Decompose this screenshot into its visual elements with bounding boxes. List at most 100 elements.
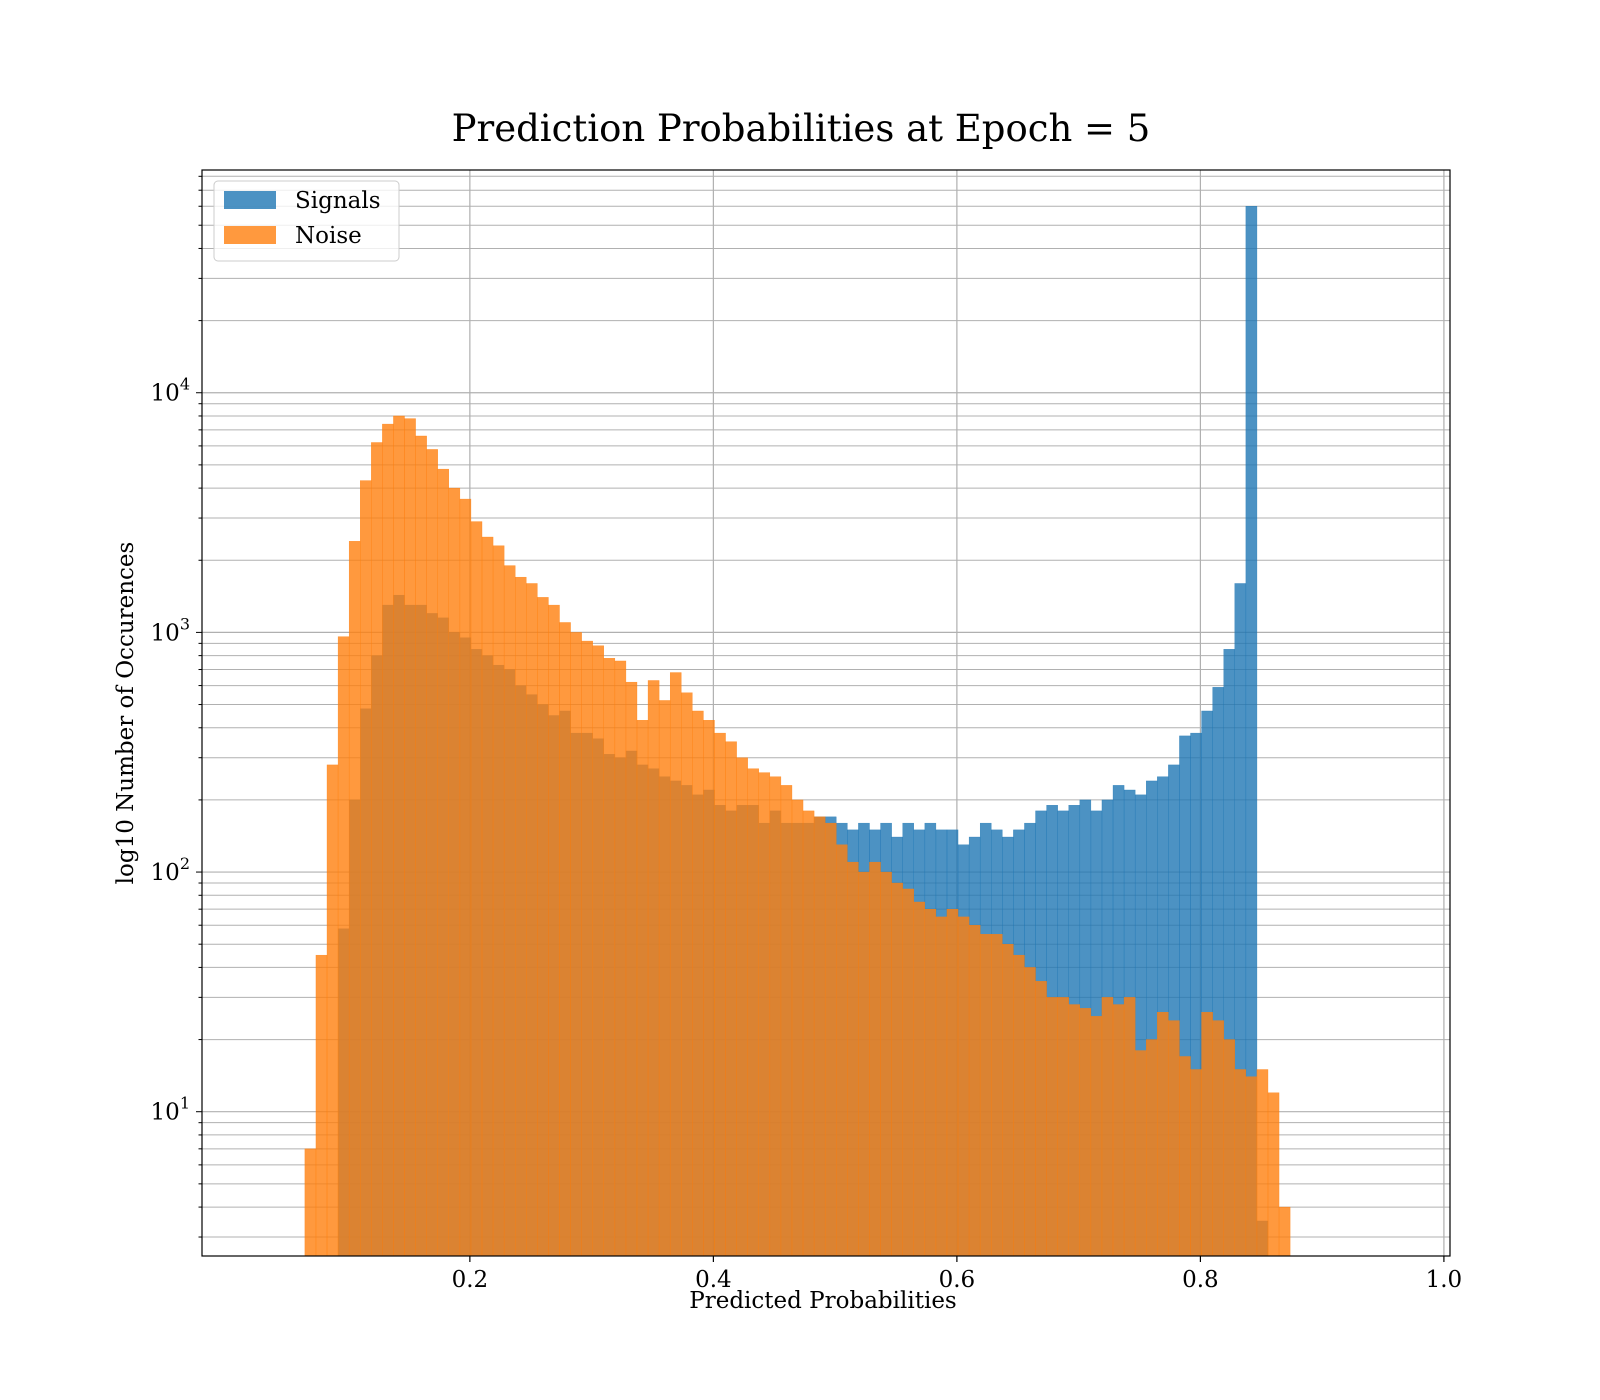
histogram-bar-noise [1035,981,1047,1256]
histogram-bar-noise [1234,1069,1247,1256]
histogram-bar-noise [902,888,914,1256]
histogram-bar-noise [692,710,704,1256]
histogram-bar-noise [935,916,948,1256]
histogram-bar-noise [570,632,582,1256]
histogram-bar-noise [858,871,870,1256]
y-tick-label: 104 [151,375,190,407]
histogram-bar-noise [515,576,527,1256]
histogram-bar-noise [869,861,881,1256]
histogram-bar-noise [813,816,826,1256]
histogram-bar-noise [1278,1206,1291,1256]
histogram-bar-noise [459,498,472,1256]
histogram-bar-noise [382,423,394,1256]
histogram-bar-noise [802,810,815,1256]
histogram-bar-noise [681,692,693,1256]
histogram-bar-noise [526,583,538,1256]
histogram-bar-noise [1146,1039,1158,1256]
histogram-bar-noise [503,565,516,1256]
histogram-bar-noise [360,480,372,1256]
y-axis-label: log10 Number of Occurences [113,542,139,885]
x-ticks: 0.2 0.4 0.6 0.8 1.0 [452,1256,1463,1293]
histogram-bar-noise [758,772,771,1256]
y-tick-label: 101 [151,1094,190,1126]
histogram-bar-noise [1256,1069,1269,1256]
x-tick-label: 0.8 [1182,1267,1219,1293]
histogram-bar-noise [470,521,483,1256]
histogram-bar-noise [581,640,593,1256]
histogram-bar-noise [614,660,627,1256]
histogram-bar-noise [968,925,981,1256]
histogram-bar-noise [492,545,505,1256]
histogram-bar-noise [1090,1016,1103,1256]
histogram-bar-noise [304,1148,317,1256]
histogram-bar-noise [957,916,970,1256]
histogram-bar-noise [1112,1004,1125,1256]
histogram-bar-noise [991,934,1003,1256]
histogram-bar-noise [1079,1008,1092,1256]
histogram-bar-noise [979,934,992,1256]
histogram-bar-noise [348,541,361,1256]
histogram-bar-noise [1134,1050,1147,1256]
histogram-bar-noise [603,658,616,1256]
histogram-bar-noise [371,442,383,1256]
histogram-bar-noise [315,954,328,1256]
histogram-bar-noise [1201,1012,1213,1256]
histogram-bar-noise [791,799,804,1256]
histogram-bar-noise [836,844,848,1256]
x-tick-label: 1.0 [1426,1267,1463,1293]
histogram-bar-noise [1123,997,1136,1256]
series-noise [304,415,1291,1256]
histogram-bar-noise [1002,943,1014,1256]
chart-title: Prediction Probabilities at Epoch = 5 [452,107,1151,150]
histogram-bar-noise [592,645,604,1256]
y-tick-label-base: 10 [151,381,180,407]
histogram-bar-noise [847,861,859,1256]
histogram-bar-noise [559,622,571,1256]
histogram-bar-noise [437,468,449,1256]
histogram-bar-noise [1101,997,1114,1256]
histogram-bars [304,206,1291,1256]
histogram-bar-noise [769,776,782,1256]
histogram-bar-noise [415,435,427,1256]
x-tick-label: 0.2 [452,1267,489,1293]
histogram-bar-signals [1245,206,1258,1256]
histogram-bar-noise [404,418,416,1256]
x-tick-label: 0.6 [939,1267,976,1293]
x-axis-label: Predicted Probabilities [689,1288,957,1314]
histogram-bar-noise [747,768,759,1256]
histogram-bar-noise [1013,954,1025,1256]
histogram-bar-noise [1068,1004,1080,1256]
histogram-bar-noise [703,720,715,1256]
axes-frame [201,169,1451,1257]
histogram-bar-noise [393,415,405,1256]
histogram-bar-noise [1190,1069,1202,1256]
histogram-bar-noise [1179,1056,1191,1256]
histogram-bar-noise [636,720,649,1256]
histogram-bar-noise [1267,1092,1280,1256]
histogram-bar-noise [946,908,959,1256]
histogram-bar-noise [481,536,494,1256]
histogram-bar-noise [824,822,837,1256]
legend: Signals Noise [213,180,400,262]
histogram-bar-noise [625,681,638,1256]
x-tick-label: 0.4 [695,1267,732,1293]
y-tick-label: 103 [151,614,190,646]
histogram-bar-noise [725,741,737,1256]
y-tick-label-exponent: 4 [180,375,190,394]
histogram-bar-noise [1168,1020,1180,1256]
histogram-bar-noise [913,901,926,1256]
y-tick-label-exponent: 3 [180,614,190,633]
histogram-bar-noise [714,732,726,1256]
histogram-bar-noise [736,757,748,1256]
histogram-bar-noise [880,871,892,1256]
legend-swatch-noise [224,226,276,244]
histogram-bar-noise [337,636,350,1256]
y-tick-label-base: 10 [151,860,180,886]
legend-label-signals: Signals [295,188,381,214]
histogram-bar-noise [891,882,903,1256]
histogram-bar-noise [1223,1039,1235,1256]
y-tick-label-base: 10 [151,620,180,646]
histogram-bar-noise [647,680,660,1256]
